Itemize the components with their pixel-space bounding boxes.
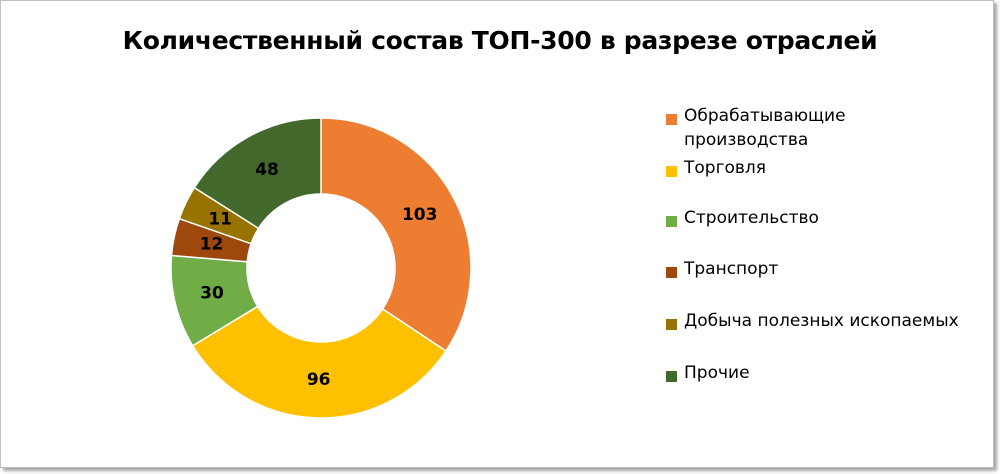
legend-item-transport: Транспорт xyxy=(666,257,778,281)
chart-legend: Обрабатывающие производства Торговля Строи… xyxy=(666,100,996,400)
data-label-construction: 30 xyxy=(200,284,224,304)
legend-swatch-trade xyxy=(666,166,677,177)
legend-label-transport: Транспорт xyxy=(684,259,779,279)
legend-swatch-transport xyxy=(666,267,677,278)
legend-item-mining: Добыча полезных ископаемых xyxy=(666,309,959,333)
legend-swatch-construction xyxy=(666,216,677,227)
legend-label-manufacturing: Обрабатывающие производства xyxy=(684,106,846,150)
legend-item-manufacturing: Обрабатывающие производства xyxy=(666,104,846,152)
legend-item-construction: Строительство xyxy=(666,206,819,230)
donut-slice-trade xyxy=(191,305,447,419)
legend-swatch-mining xyxy=(666,319,677,330)
legend-swatch-manufacturing xyxy=(666,114,677,125)
data-label-transport: 12 xyxy=(200,235,224,255)
legend-label-trade: Торговля xyxy=(684,158,767,178)
donut-slice-other xyxy=(193,117,322,230)
legend-label-construction: Строительство xyxy=(684,208,819,228)
legend-swatch-other xyxy=(666,371,677,382)
donut-slice-manufacturing xyxy=(320,117,472,353)
legend-label-other: Прочие xyxy=(684,363,750,383)
legend-item-trade: Торговля xyxy=(666,156,766,180)
data-label-mining: 11 xyxy=(208,209,232,229)
data-label-manufacturing: 103 xyxy=(402,205,438,225)
legend-label-mining: Добыча полезных ископаемых xyxy=(684,311,959,331)
legend-item-other: Прочие xyxy=(666,361,750,385)
chart-title: Количественный состав ТОП-300 в разрезе … xyxy=(122,26,878,55)
data-label-trade: 96 xyxy=(307,370,331,390)
data-label-other: 48 xyxy=(255,160,279,180)
